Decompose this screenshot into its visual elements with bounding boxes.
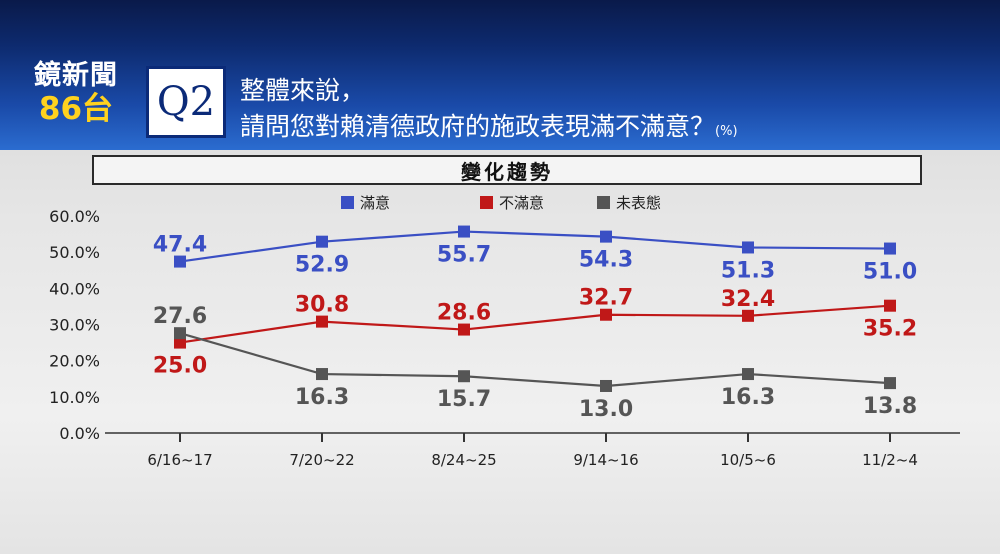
data-label: 25.0 [153,354,207,379]
y-tick-label: 0.0% [59,424,100,443]
x-tick-label: 11/2~4 [862,451,918,469]
data-label: 16.3 [295,385,349,410]
data-label: 30.8 [295,293,349,318]
x-tick-label: 6/16~17 [147,451,212,469]
data-label: 32.4 [721,287,775,312]
data-point [458,225,470,238]
legend-label: 不滿意 [499,194,544,212]
data-point [742,368,754,381]
station-logo: 鏡新聞 86台 [20,60,132,126]
data-label: 52.9 [295,253,349,278]
legend-label: 未表態 [616,194,661,212]
data-point [600,308,612,321]
data-point [316,235,328,248]
data-point [884,377,896,390]
data-label: 47.4 [153,233,207,258]
series-line [179,230,891,263]
data-label: 15.7 [437,387,491,412]
x-tick-label: 8/24~25 [431,451,496,469]
question-number-box: Q2 [146,66,226,138]
question-number: Q2 [156,79,216,125]
data-label: 55.7 [437,243,491,268]
data-point [884,242,896,255]
data-point [174,327,186,340]
question-unit: (%) [715,124,738,139]
legend-marker [597,196,610,209]
legend-marker [341,196,354,209]
logo-name: 鏡新聞 [34,60,118,91]
logo-channel: 86台 [38,91,114,127]
data-point [174,336,186,349]
legend-marker [480,196,493,209]
data-label: 51.3 [721,258,775,283]
data-point [458,323,470,336]
data-point [884,299,896,312]
x-tick-label: 7/20~22 [289,451,354,469]
question-text: 整體來說， 請問您對賴清德政府的施政表現滿不滿意？(%) [240,73,738,150]
data-label: 35.2 [863,317,917,342]
y-tick-label: 50.0% [49,243,100,262]
x-tick-label: 9/14~16 [573,451,638,469]
data-label: 27.6 [153,304,207,329]
y-tick-label: 30.0% [49,316,100,335]
data-label: 51.0 [863,260,917,285]
question-line2: 請問您對賴清德政府的施政表現滿不滿意？(%) [240,109,738,150]
legend-label: 滿意 [360,194,390,212]
y-tick-label: 60.0% [49,207,100,226]
section-title: 變化趨勢 [92,155,922,185]
series-line [179,304,891,344]
data-label: 13.8 [863,394,917,419]
y-tick-label: 10.0% [49,388,100,407]
data-point [458,370,470,383]
data-point [316,368,328,381]
data-point [742,241,754,254]
data-point [174,255,186,268]
y-tick-label: 40.0% [49,279,100,298]
question-line2-text: 請問您對賴清德政府的施政表現滿不滿意？ [240,112,716,141]
data-point [600,379,612,392]
question-line1: 整體來說， [240,76,366,105]
series-line [179,332,891,388]
data-label: 13.0 [579,397,633,422]
data-label: 54.3 [579,248,633,273]
data-point [316,315,328,328]
x-tick-label: 10/5~6 [720,451,776,469]
data-point [600,230,612,243]
data-point [742,309,754,322]
y-tick-label: 20.0% [49,352,100,371]
data-label: 16.3 [721,385,775,410]
data-label: 28.6 [437,301,491,326]
data-label: 32.7 [579,286,633,311]
